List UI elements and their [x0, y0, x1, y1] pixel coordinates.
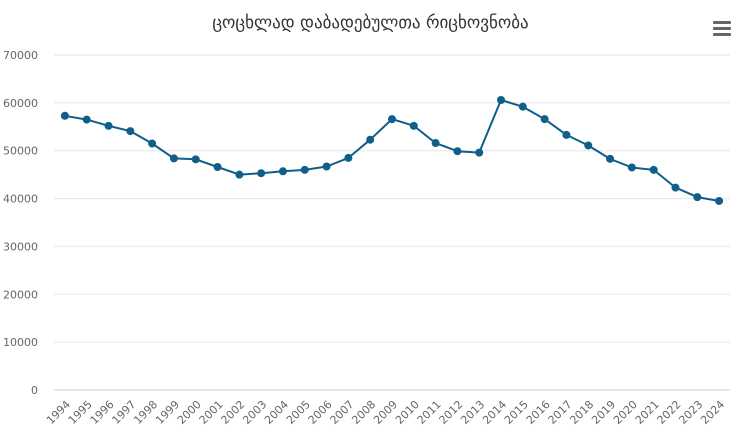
hamburger-menu-icon[interactable] — [712, 19, 732, 37]
menu-bar — [713, 21, 731, 24]
data-point — [671, 183, 680, 192]
y-tick-label: 20000 — [3, 288, 38, 301]
chart-title: ცოცხლად დაბადებულთა რიცხოვნობა — [212, 13, 529, 33]
data-point — [627, 163, 636, 172]
data-point — [82, 115, 91, 124]
y-tick-label: 0 — [31, 384, 38, 397]
data-point — [606, 154, 615, 163]
data-point — [518, 102, 527, 111]
data-point — [497, 95, 506, 104]
x-tick-label: 1996 — [88, 398, 117, 427]
x-tick-label: 2019 — [589, 398, 618, 427]
data-point — [366, 135, 375, 144]
x-tick-label: 1995 — [66, 398, 95, 427]
x-tick-label: 2017 — [546, 398, 575, 427]
y-tick-label: 30000 — [3, 240, 38, 253]
menu-bar — [713, 27, 731, 30]
x-tick-label: 2002 — [218, 398, 247, 427]
x-tick-label: 2018 — [567, 398, 596, 427]
data-point — [649, 165, 658, 174]
data-point — [431, 139, 440, 148]
data-point — [169, 154, 178, 163]
x-tick-label: 1994 — [44, 398, 73, 427]
x-tick-label: 2005 — [284, 398, 313, 427]
series-layer — [60, 95, 724, 205]
menu-bar — [713, 33, 731, 36]
x-tick-label: 2007 — [328, 398, 357, 427]
x-tick-label: 2013 — [458, 398, 487, 427]
x-tick-label: 2021 — [633, 398, 662, 427]
data-point — [300, 165, 309, 174]
x-tick-label: 2006 — [306, 398, 335, 427]
data-point — [148, 139, 157, 148]
data-point — [126, 127, 135, 136]
x-tick-label: 2016 — [524, 398, 553, 427]
y-tick-label: 70000 — [3, 49, 38, 62]
grid-lines — [54, 54, 730, 391]
x-tick-label: 2022 — [655, 398, 684, 427]
x-tick-label: 2015 — [502, 398, 531, 427]
y-axis-tick-labels: 0 10000 20000 30000 40000 50000 60000 70000 — [3, 49, 38, 397]
x-axis-tick-labels: 1994199519961997199819992000200120022003… — [44, 398, 727, 427]
y-tick-label: 50000 — [3, 145, 38, 158]
x-tick-label: 2003 — [240, 398, 269, 427]
x-tick-label: 2020 — [611, 398, 640, 427]
x-tick-label: 2004 — [262, 398, 291, 427]
data-point — [191, 155, 200, 164]
x-tick-label: 2014 — [480, 398, 509, 427]
data-point — [322, 162, 331, 171]
data-point — [715, 196, 724, 205]
data-point — [278, 167, 287, 176]
x-tick-label: 2012 — [437, 398, 466, 427]
data-point — [213, 162, 222, 171]
y-tick-label: 10000 — [3, 336, 38, 349]
data-point — [584, 141, 593, 150]
x-tick-label: 2010 — [393, 398, 422, 427]
y-tick-label: 40000 — [3, 193, 38, 206]
data-point — [540, 115, 549, 124]
x-tick-label: 1997 — [109, 398, 138, 427]
x-tick-label: 1999 — [153, 398, 182, 427]
y-tick-label: 60000 — [3, 97, 38, 110]
x-tick-label: 2000 — [175, 398, 204, 427]
data-point — [475, 148, 484, 157]
data-point — [257, 169, 266, 178]
data-point — [344, 153, 353, 162]
x-tick-label: 1998 — [131, 398, 160, 427]
data-point — [409, 121, 418, 130]
x-tick-label: 2009 — [371, 398, 400, 427]
data-point — [453, 147, 462, 156]
data-point — [60, 111, 69, 120]
x-tick-label: 2011 — [415, 398, 444, 427]
data-point — [235, 170, 244, 179]
x-tick-label: 2023 — [676, 398, 705, 427]
data-point — [104, 121, 113, 130]
x-tick-label: 2024 — [698, 398, 727, 427]
data-point — [388, 115, 396, 124]
data-point — [693, 193, 702, 202]
x-tick-label: 2001 — [197, 398, 226, 427]
x-tick-label: 2008 — [349, 398, 378, 427]
data-point — [562, 130, 571, 139]
